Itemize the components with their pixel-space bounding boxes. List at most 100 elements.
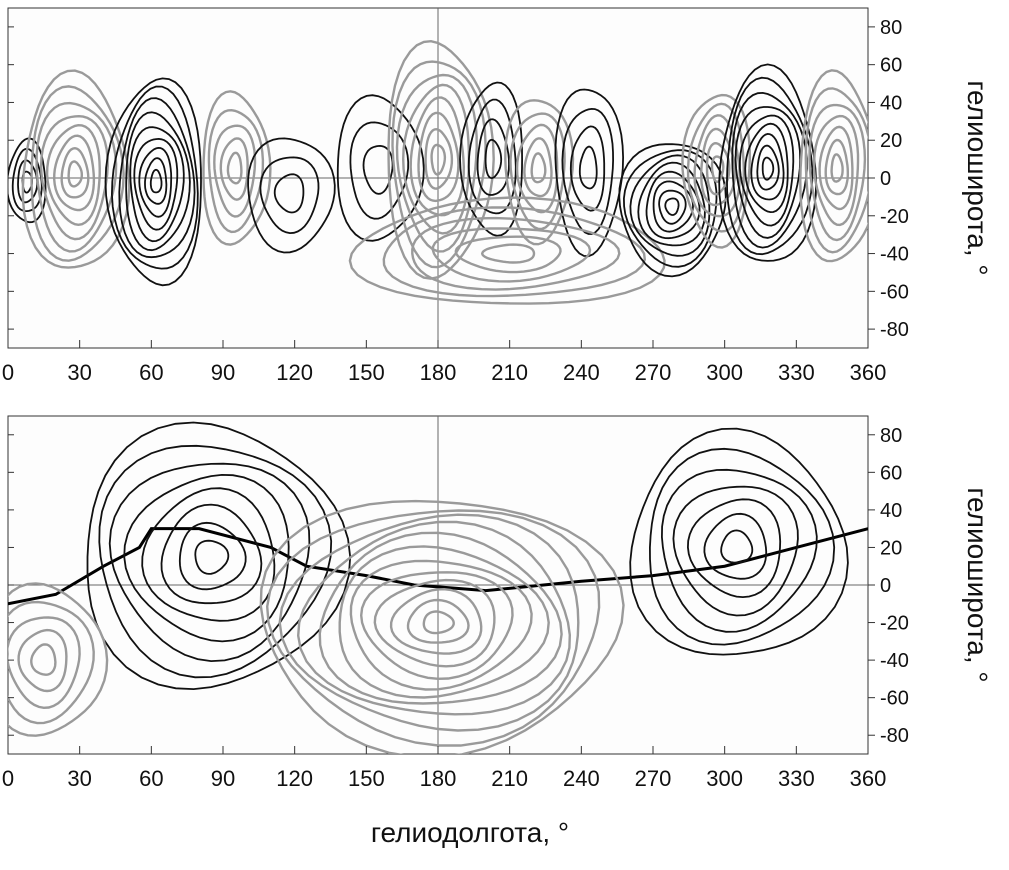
contour-line-negative — [530, 152, 547, 184]
contour-line-negative — [804, 87, 868, 254]
x-tick-label: 0 — [2, 766, 14, 791]
contour-line-negative — [401, 83, 471, 235]
contour-line-negative — [799, 69, 868, 263]
top-panel: 0 30 60 90 120 150 180 210 240 270 300 330 360 -80 -6… — [2, 7, 993, 385]
contour-line-negative — [431, 227, 592, 283]
contour-line-negative — [39, 114, 109, 241]
contour-line-negative — [30, 85, 125, 262]
contour-line-positive — [629, 427, 849, 656]
contour-line-negative — [338, 545, 550, 699]
x-tick-label: 180 — [420, 360, 457, 385]
contour-line-positive — [734, 106, 802, 239]
x-tick-label: 270 — [635, 360, 672, 385]
contour-line-negative — [8, 616, 81, 710]
x-tick-label: 270 — [635, 766, 672, 791]
contour-line-positive — [110, 85, 199, 270]
contour-line-negative — [278, 513, 580, 732]
contour-line-negative — [515, 123, 559, 214]
y-tick-label: 20 — [880, 537, 902, 559]
x-tick-label: 120 — [276, 766, 313, 791]
bottom-panel: 0 30 60 90 120 150 180 210 240 270 300 330 360 -80 -6… — [2, 415, 993, 848]
contour-line-negative — [818, 125, 854, 211]
y-tick-label: 80 — [880, 425, 902, 447]
contour-line-negative — [259, 499, 625, 754]
y-tick-label: -20 — [880, 613, 909, 635]
contour-line-positive — [739, 114, 795, 227]
contour-line-negative — [349, 559, 533, 691]
contour-line-positive — [718, 63, 818, 262]
contour-line-positive — [86, 421, 352, 691]
x-tick-label: 30 — [67, 766, 91, 791]
y-tick-label: 80 — [880, 17, 902, 39]
contour-line-negative — [509, 112, 566, 231]
x-tick-label: 60 — [139, 360, 163, 385]
contour-line-positive — [761, 156, 775, 181]
contour-line-negative — [373, 578, 496, 668]
contour-line-positive — [194, 539, 230, 575]
x-tick-label: 300 — [706, 766, 743, 791]
y-tick-label: -80 — [880, 319, 909, 341]
contour-line-positive — [703, 512, 768, 580]
x-tick-label: 330 — [778, 766, 815, 791]
bottom-y-axis-label: гелиоширота, ° — [962, 487, 993, 682]
contour-line-negative — [681, 93, 752, 249]
y-tick-label: -40 — [880, 650, 909, 672]
contour-line-positive — [118, 97, 196, 259]
contour-line-positive — [259, 156, 320, 235]
contour-line-negative — [296, 520, 572, 716]
contour-line-negative — [389, 587, 483, 655]
contour-line-positive — [141, 487, 276, 622]
y-tick-label: -20 — [880, 206, 909, 228]
contour-line-negative — [8, 600, 95, 725]
x-tick-label: 240 — [563, 766, 600, 791]
contour-line-negative — [387, 39, 495, 280]
contour-line-negative — [45, 123, 101, 227]
x-tick-label: 330 — [778, 360, 815, 385]
contour-line-negative — [52, 134, 96, 212]
contour-line-positive — [129, 126, 185, 243]
contour-line-negative — [21, 69, 131, 269]
contour-line-positive — [569, 125, 606, 212]
contour-line-negative — [395, 73, 478, 253]
top-y-axis: -80 -60 -40 -20 0 20 40 60 80 — [8, 17, 909, 341]
contour-line-positive — [561, 107, 615, 235]
x-tick-label: 360 — [850, 766, 887, 791]
contour-line-positive — [672, 485, 799, 617]
contour-line-negative — [67, 160, 84, 188]
x-tick-label: 210 — [491, 766, 528, 791]
contour-line-negative — [213, 124, 257, 218]
neutral-line — [8, 527, 868, 606]
contour-line-positive — [629, 154, 711, 257]
y-tick-label: -60 — [880, 688, 909, 710]
top-y-axis-label: гелиоширота, ° — [962, 80, 993, 275]
contour-line-negative — [30, 643, 57, 676]
contour-line-positive — [652, 180, 694, 233]
contour-line-negative — [808, 103, 867, 242]
contour-line-negative — [480, 243, 536, 264]
contour-line-positive — [658, 189, 687, 225]
contour-line-positive — [123, 473, 290, 643]
x-tick-label: 90 — [211, 360, 235, 385]
contour-line-positive — [578, 145, 598, 190]
y-tick-label: -80 — [880, 725, 909, 747]
x-tick-label: 30 — [67, 360, 91, 385]
x-tick-label: 210 — [491, 360, 528, 385]
contour-line-positive — [731, 91, 808, 249]
contour-line-negative — [430, 143, 447, 176]
x-axis-label: гелиодолгота, ° — [371, 817, 569, 848]
y-tick-label: 60 — [880, 462, 902, 484]
contour-line-positive — [660, 468, 818, 633]
y-tick-label: 40 — [880, 92, 902, 114]
contour-line-positive — [247, 137, 336, 254]
contour-line-negative — [35, 101, 118, 253]
y-tick-label: 40 — [880, 500, 902, 522]
contour-line-positive — [98, 444, 333, 679]
contour-line-positive — [484, 138, 503, 180]
contour-line-negative — [318, 531, 563, 705]
contour-line-positive — [144, 157, 168, 205]
y-tick-label: 20 — [880, 130, 902, 152]
x-tick-label: 120 — [276, 360, 313, 385]
contour-line-positive — [138, 146, 173, 218]
contour-line-negative — [422, 610, 455, 635]
contour-line-positive — [648, 447, 836, 646]
